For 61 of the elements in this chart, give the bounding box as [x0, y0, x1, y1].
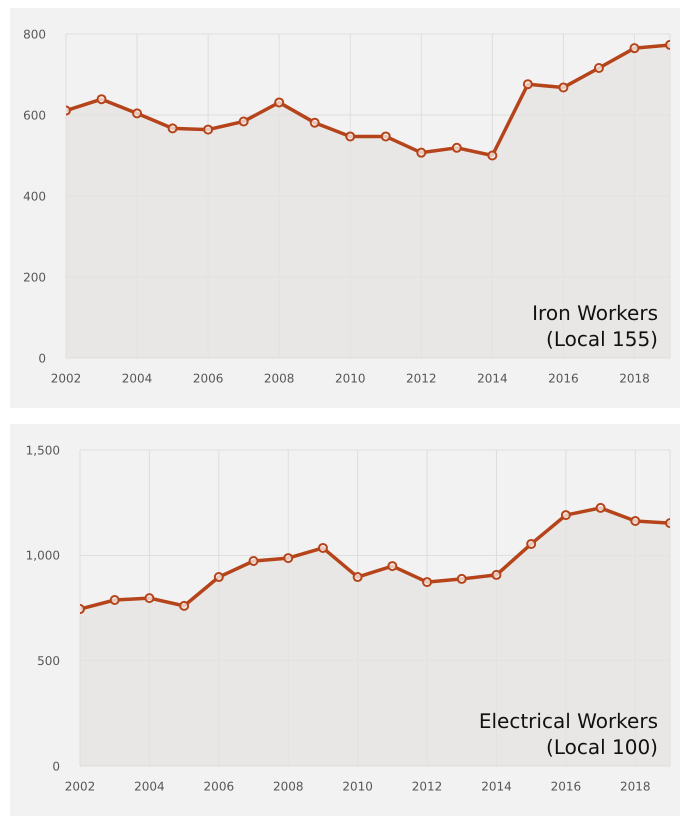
x-tick-label: 2014	[477, 372, 508, 386]
y-tick-label: 1,000	[26, 548, 60, 563]
y-tick-label: 800	[23, 27, 46, 42]
point	[491, 570, 502, 580]
point	[168, 123, 178, 134]
point	[487, 150, 498, 160]
y-tick-label: 400	[23, 189, 46, 204]
point	[456, 574, 467, 584]
point	[248, 556, 259, 566]
x-tick-label: 2002	[64, 780, 96, 794]
point	[283, 553, 294, 564]
y-tick-label: 1,500	[26, 443, 60, 458]
text: Iron Workers (Local 155)	[532, 300, 658, 352]
point	[318, 542, 328, 553]
text: Electrical Workers (Local 100)	[478, 708, 658, 760]
x-tick-label: 2012	[412, 780, 442, 794]
point	[596, 502, 606, 513]
x-tick-label: 2008	[272, 780, 304, 794]
point	[422, 577, 432, 588]
point	[416, 148, 426, 158]
point	[558, 82, 568, 92]
point	[110, 594, 120, 605]
point	[96, 94, 107, 104]
x-tick-label: 2006	[192, 372, 224, 386]
point	[203, 124, 214, 135]
point	[387, 561, 398, 572]
point	[380, 131, 391, 142]
x-tick-label: 2018	[619, 372, 650, 386]
y-tick-label: 0	[38, 351, 46, 366]
x-tick-label: 2018	[620, 780, 651, 794]
point	[526, 538, 536, 549]
x-tick-label: 2002	[50, 372, 82, 386]
y-tick-label: 600	[23, 108, 46, 122]
y-tick-label: 500	[37, 654, 60, 668]
y-tick-label: 0	[52, 759, 60, 774]
point	[214, 572, 224, 582]
point	[310, 118, 320, 128]
x-tick-label: 2004	[134, 780, 165, 794]
x-tick-label: 2004	[122, 372, 152, 386]
point	[522, 79, 533, 90]
y-tick-label: 200	[23, 270, 46, 284]
point	[452, 142, 462, 153]
point	[179, 600, 190, 611]
point	[594, 63, 604, 74]
x-tick-label: 2016	[550, 780, 582, 794]
point	[629, 43, 640, 54]
point	[345, 131, 356, 142]
point	[238, 116, 249, 126]
x-tick-label: 2014	[481, 780, 512, 794]
point	[132, 108, 142, 118]
x-tick-label: 2010	[342, 780, 373, 794]
point	[630, 516, 640, 526]
point	[352, 572, 363, 582]
point	[560, 510, 571, 520]
x-tick-label: 2006	[204, 780, 234, 794]
x-tick-label: 2016	[548, 372, 579, 386]
x-tick-label: 2008	[264, 372, 294, 386]
x-tick-label: 2012	[406, 372, 437, 386]
point	[274, 97, 284, 108]
x-tick-label: 2010	[334, 372, 366, 386]
point	[144, 593, 154, 604]
